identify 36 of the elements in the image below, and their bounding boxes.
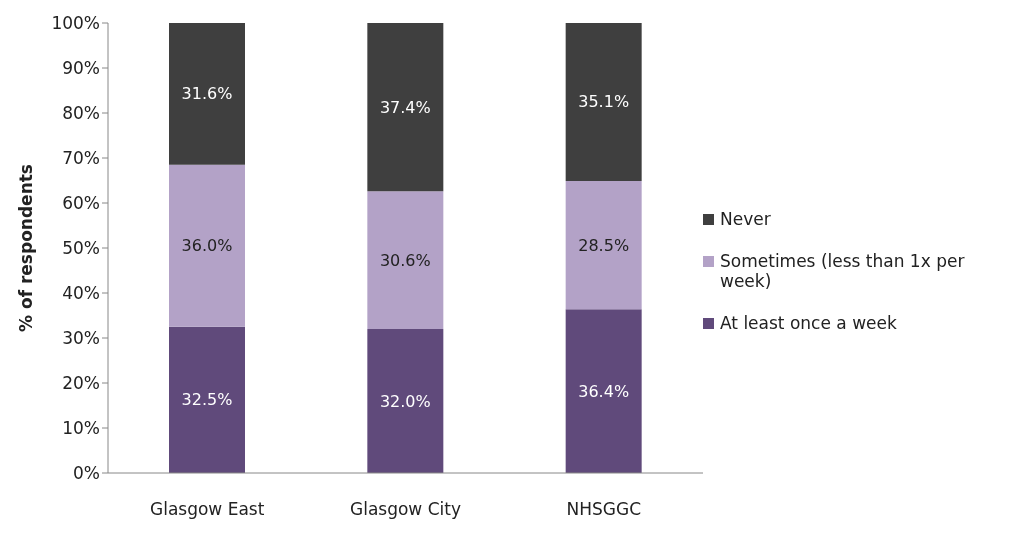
y-tick-label: 0% (73, 463, 100, 484)
bar (169, 164, 245, 327)
y-tick-label: 60% (62, 193, 100, 214)
data-label: 37.4% (379, 97, 431, 117)
data-label: 28.5% (578, 235, 630, 255)
bar (565, 309, 642, 473)
y-tick-label: 90% (62, 58, 100, 79)
data-label: 32.0% (379, 391, 431, 411)
x-tick-label: Glasgow East (149, 499, 265, 520)
data-label: 31.6% (181, 84, 233, 104)
bar (169, 23, 245, 165)
y-axis-title: % of respondents (16, 164, 37, 332)
y-tick-label: 40% (62, 283, 100, 304)
data-label: 35.1% (578, 92, 630, 112)
y-tick-label: 70% (62, 148, 100, 169)
y-tick-label: 30% (62, 328, 100, 349)
y-tick-label: 10% (62, 418, 100, 439)
bar (367, 191, 444, 329)
y-tick-label: 50% (62, 238, 100, 259)
bar (169, 326, 245, 473)
legend-label: At least once a week (720, 312, 897, 333)
y-tick-label: 80% (62, 103, 100, 124)
legend-label: Never (720, 208, 771, 229)
x-tick-label: Glasgow City (350, 499, 461, 520)
y-tick-label: 100% (51, 13, 100, 34)
x-tick-label: NHSGGC (566, 499, 642, 520)
bar (367, 23, 444, 192)
data-label: 36.0% (181, 236, 233, 256)
bar (367, 329, 444, 473)
data-label: 30.6% (379, 250, 431, 270)
bar (565, 180, 642, 310)
bar (565, 23, 642, 181)
data-label: 36.4% (578, 381, 630, 401)
y-tick-label: 20% (62, 373, 100, 394)
legend-label: Sometimes (less than 1x per week) (720, 250, 966, 291)
data-label: 32.5% (181, 390, 233, 410)
